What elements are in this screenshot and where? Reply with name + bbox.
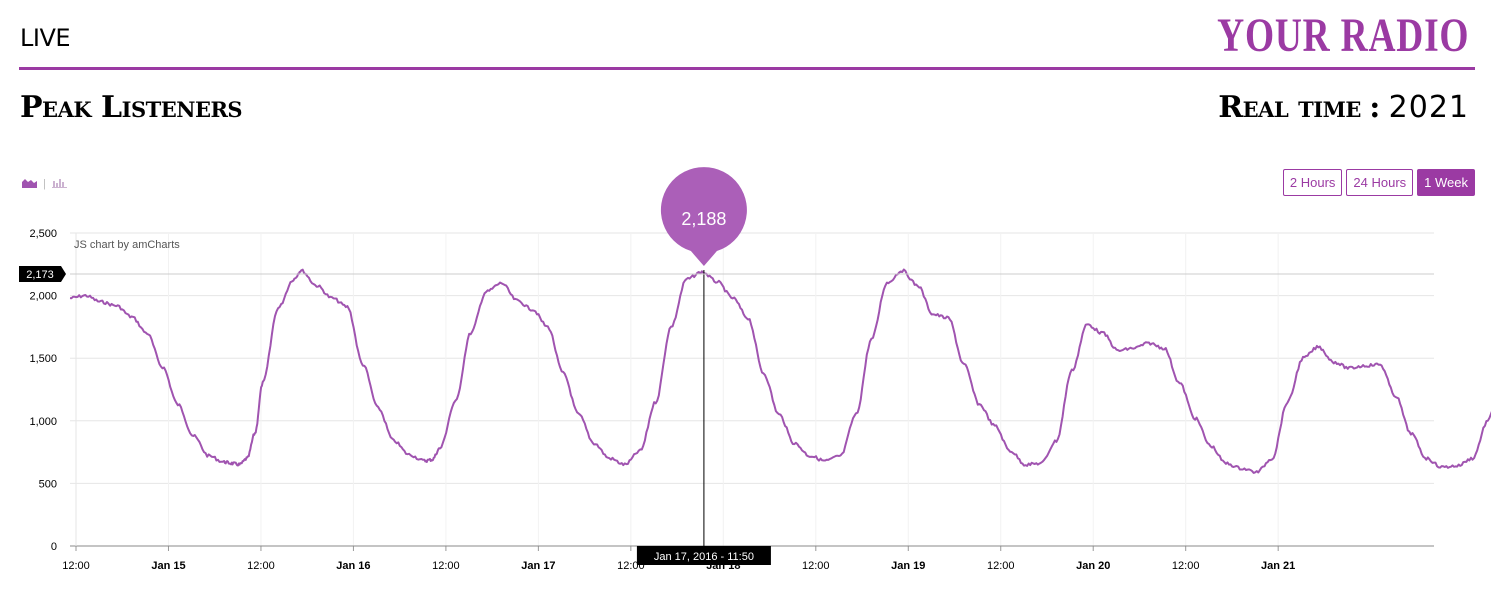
x-tick-label: 12:00 <box>802 560 830 572</box>
column-chart-icon[interactable] <box>51 175 67 193</box>
x-tick-label: Jan 15 <box>151 560 185 572</box>
x-tick-label: 12:00 <box>1172 560 1200 572</box>
x-tick-label: Jan 20 <box>1076 560 1110 572</box>
y-tick-label: 1,500 <box>29 353 57 365</box>
cursor-x-label: Jan 17, 2016 - 11:50 <box>654 551 754 563</box>
y-tick-label: 500 <box>39 478 57 490</box>
realtime-value: 2021 <box>1388 90 1469 125</box>
y-tick-label: 2,000 <box>29 291 57 303</box>
header-divider <box>19 67 1475 70</box>
page-title: Peak Listeners <box>20 90 243 125</box>
chart-credit: JS chart by amCharts <box>74 239 180 251</box>
chart-type-toggle: | <box>22 175 67 193</box>
chart-axes: 2,500 2,000 1,500 1,000 500 0 12:00 Jan 15 12:00… <box>29 228 1434 572</box>
chart-cursor: 2,173 Jan 17, 2016 - 11:50 2,188 <box>19 167 1434 565</box>
chart-grid <box>70 232 1434 547</box>
x-tick-label: 12:00 <box>247 560 275 572</box>
series-line <box>69 268 1491 474</box>
cursor-y-label-box <box>19 265 66 282</box>
brand-logo: YOUR RADIO <box>1216 9 1469 62</box>
x-tick-label: 12:00 <box>62 560 90 572</box>
x-tick-label: 12:00 <box>987 560 1015 572</box>
cursor-y-label: 2,173 <box>26 269 54 281</box>
range-2-hours-button[interactable]: 2 Hours <box>1282 169 1343 196</box>
x-tick-label: 12:00 <box>432 560 460 572</box>
realtime-label: Real time <box>1218 90 1361 125</box>
x-tick-label: Jan 17 <box>521 560 555 572</box>
x-tick-label: Jan 16 <box>336 560 370 572</box>
area-chart-icon[interactable] <box>22 175 37 193</box>
live-label: LIVE <box>20 24 71 52</box>
toggle-separator: | <box>43 178 46 190</box>
x-tick-label: Jan 21 <box>1261 560 1295 572</box>
y-tick-label: 0 <box>51 541 57 553</box>
chart-series <box>69 268 1491 474</box>
realtime-readout: Real time : 2021 <box>1218 90 1469 125</box>
value-balloon-label: 2,188 <box>681 209 726 229</box>
realtime-separator: : <box>1369 90 1381 125</box>
y-tick-label: 2,500 <box>29 228 57 240</box>
y-tick-label: 1,000 <box>29 416 57 428</box>
range-24-hours-button[interactable]: 24 Hours <box>1346 169 1414 196</box>
range-selector: 2 Hours 24 Hours 1 Week <box>1282 169 1475 196</box>
value-balloon <box>660 167 747 267</box>
range-1-week-button[interactable]: 1 Week <box>1417 169 1475 196</box>
cursor-x-label-box <box>636 546 771 565</box>
x-tick-label: Jan 19 <box>891 560 925 572</box>
